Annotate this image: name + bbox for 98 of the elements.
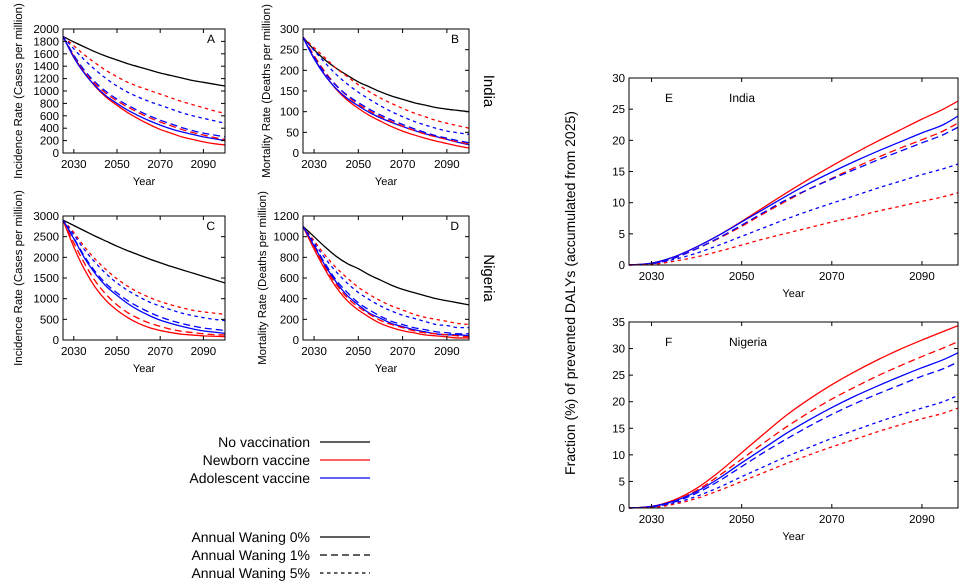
y-tick-label: 15 xyxy=(612,166,625,179)
y-tick-label: 0 xyxy=(52,335,59,348)
x-tick-label: 2030 xyxy=(638,514,664,526)
y-tick-label: 0 xyxy=(292,148,299,160)
y-tick-label: 100 xyxy=(280,106,299,119)
y-tick-label: 250 xyxy=(280,44,299,57)
y-tick-label: 50 xyxy=(286,127,299,140)
text: Annual Waning 1% xyxy=(191,546,310,563)
x-axis-title: Year xyxy=(132,176,156,188)
y-tick-label: 1000 xyxy=(273,232,299,244)
y-tick-label: 0 xyxy=(292,335,299,348)
x-tick-label: 2030 xyxy=(61,159,87,171)
text: Annual Waning 5% xyxy=(191,564,310,581)
y-tick-label: 300 xyxy=(280,24,299,36)
y-tick-label: 15 xyxy=(612,423,625,436)
y-tick-label: 200 xyxy=(280,65,299,78)
x-tick-label: 2070 xyxy=(147,159,173,171)
x-tick-label: 2090 xyxy=(909,514,935,526)
legend-label: Newborn vaccine xyxy=(202,452,310,468)
y-tick-label: 2000 xyxy=(33,24,59,36)
y-tick-label: 200 xyxy=(40,136,59,148)
annotation: B xyxy=(450,32,459,46)
y-tick-label: 800 xyxy=(40,98,59,110)
annotation: F xyxy=(665,335,672,349)
text: Annual Waning 0% xyxy=(191,528,310,545)
x-tick-label: 2050 xyxy=(104,346,130,358)
x-tick-label: 2070 xyxy=(390,346,416,358)
text: Nigeria xyxy=(480,254,497,302)
x-tick-label: 2070 xyxy=(819,514,845,526)
text: India xyxy=(480,74,497,108)
y-tick-label: 1400 xyxy=(33,61,59,74)
x-tick-label: 2050 xyxy=(728,271,754,283)
y-axis-title: Incidence Rate (Cases per million) xyxy=(13,2,26,179)
x-tick-label: 2090 xyxy=(190,346,216,358)
y-tick-label: 1200 xyxy=(33,74,59,86)
y-tick-label: 25 xyxy=(612,104,625,116)
x-tick-label: 2030 xyxy=(638,271,664,283)
x-tick-label: 2070 xyxy=(390,159,416,171)
y-tick-label: 2500 xyxy=(33,232,59,244)
y-tick-label: 400 xyxy=(280,294,299,306)
x-tick-label: 2090 xyxy=(190,159,216,171)
y-tick-label: 150 xyxy=(280,86,299,98)
x-tick-label: 2090 xyxy=(434,346,460,358)
y-tick-label: 0 xyxy=(618,503,625,516)
y-tick-label: 10 xyxy=(612,450,625,462)
y-tick-label: 2000 xyxy=(33,252,59,264)
y-tick-label: 35 xyxy=(612,317,625,330)
y-axis-title: Fraction (%) of prevented DALYs (accumulated from 2025) xyxy=(562,111,578,475)
y-tick-label: 1600 xyxy=(33,48,59,61)
x-tick-label: 2050 xyxy=(346,346,372,358)
y-tick-label: 600 xyxy=(40,110,59,123)
y-tick-label: 500 xyxy=(40,314,59,326)
y-tick-label: 10 xyxy=(612,198,625,210)
y-tick-label: 0 xyxy=(52,148,59,160)
x-tick-label: 2050 xyxy=(346,159,372,171)
x-tick-label: 2090 xyxy=(909,271,935,283)
y-tick-label: 1000 xyxy=(33,86,59,98)
x-tick-label: 2030 xyxy=(301,346,327,358)
annotation: A xyxy=(206,32,215,46)
y-tick-label: 20 xyxy=(612,396,625,409)
annotation: E xyxy=(665,91,674,105)
x-axis-title: Year xyxy=(782,531,805,543)
x-tick-label: 2050 xyxy=(104,159,130,171)
y-tick-label: 0 xyxy=(618,260,625,272)
x-tick-label: 2030 xyxy=(301,159,327,171)
x-tick-label: 2070 xyxy=(819,271,845,283)
x-tick-label: 2070 xyxy=(147,346,173,358)
y-tick-label: 5 xyxy=(618,476,625,488)
x-axis-title: Year xyxy=(132,363,156,375)
annotation: D xyxy=(450,219,460,233)
y-tick-label: 600 xyxy=(280,273,299,286)
y-axis-title: Mortality Rate (Deaths per million) xyxy=(257,190,270,365)
y-tick-label: 20 xyxy=(612,135,625,148)
y-tick-label: 30 xyxy=(612,73,625,86)
y-tick-label: 400 xyxy=(40,123,59,136)
legend-label: No vaccination xyxy=(218,434,310,450)
x-tick-label: 2090 xyxy=(434,159,460,171)
y-tick-label: 30 xyxy=(612,344,625,356)
annotation: C xyxy=(206,219,216,233)
annotation: India xyxy=(729,91,756,105)
legend-label: Adolescent vaccine xyxy=(189,470,310,486)
y-axis-title: Incidence Rate (Cases per million) xyxy=(13,190,26,366)
x-axis-title: Year xyxy=(374,363,398,375)
y-tick-label: 1800 xyxy=(33,36,59,48)
x-axis-title: Year xyxy=(782,288,805,300)
x-tick-label: 2050 xyxy=(728,514,754,526)
y-tick-label: 800 xyxy=(280,252,299,264)
x-axis-title: Year xyxy=(374,176,398,188)
y-tick-label: 5 xyxy=(618,228,625,241)
y-tick-label: 1200 xyxy=(273,211,299,224)
annotation: Nigeria xyxy=(729,335,768,349)
y-tick-label: 1500 xyxy=(33,273,59,286)
y-axis-title: Mortality Rate (Deaths per million) xyxy=(261,4,274,178)
y-tick-label: 25 xyxy=(612,370,625,382)
y-tick-label: 200 xyxy=(280,314,299,326)
y-tick-label: 1000 xyxy=(33,294,59,306)
y-tick-label: 3000 xyxy=(33,211,59,224)
x-tick-label: 2030 xyxy=(61,346,87,358)
